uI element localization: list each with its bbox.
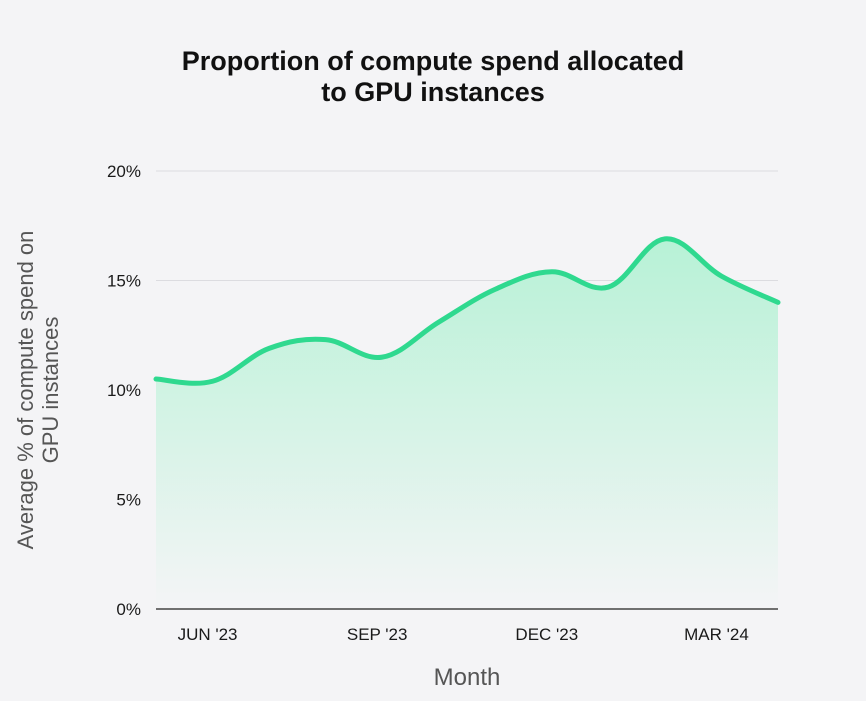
x-axis-label: Month [433,664,501,691]
x-tick-label: JUN '23 [178,625,238,644]
y-tick-label: 0% [116,600,141,619]
x-tick-label: SEP '23 [347,625,408,644]
y-axis-label-line-2: GPU instances [38,316,63,464]
y-tick-label: 10% [107,381,141,400]
chart-title: Proportion of compute spend allocated to… [0,46,866,108]
series-line [153,236,781,386]
y-axis-label: Average % of compute spend on GPU instan… [13,231,63,550]
chart-title-line-1: Proportion of compute spend allocated [181,46,685,76]
y-tick-label: 15% [107,272,141,291]
y-axis-label-line-1: Average % of compute spend on [13,230,38,550]
x-tick-label: MAR '24 [684,625,749,644]
chart-title-line-2: to GPU instances [321,77,545,107]
area-layer [153,236,781,609]
y-tick-label: 20% [107,162,141,181]
tick-labels: 0% 5% 10% 15% 20% JUN '23 SEP '23 DEC '23 MAR '2… [107,162,749,644]
area-fill [156,238,778,609]
y-tick-label: 5% [116,491,141,510]
x-tick-label: DEC '23 [515,625,578,644]
